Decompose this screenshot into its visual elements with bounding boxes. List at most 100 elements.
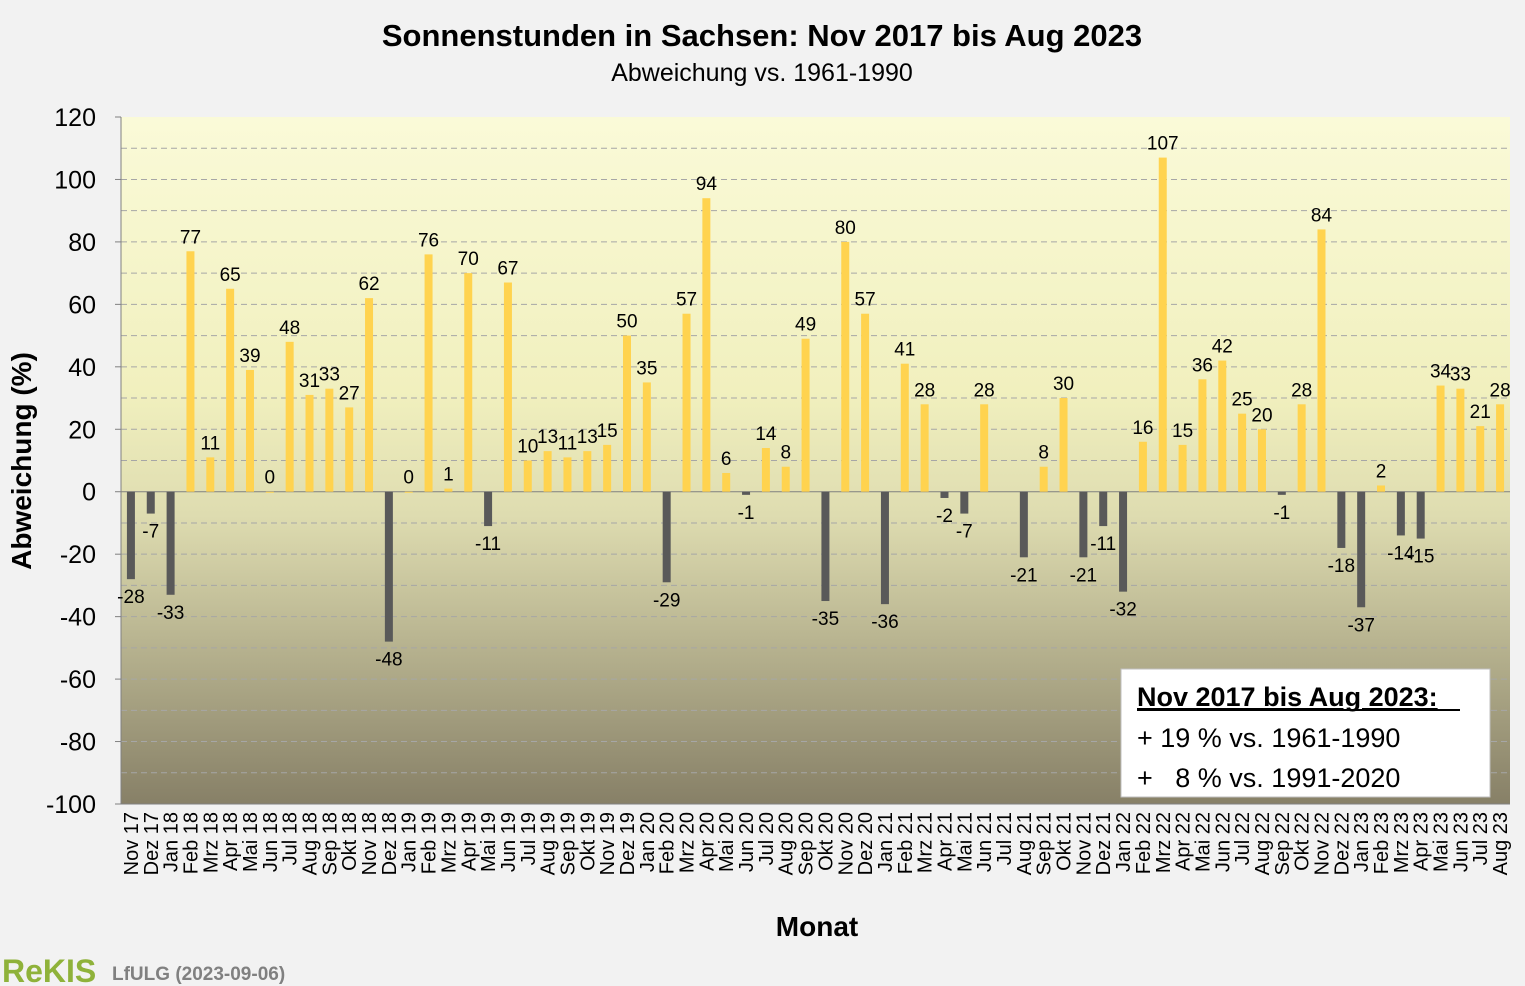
y-tick-label: 20 (68, 416, 96, 444)
data-label: -7 (142, 522, 159, 543)
data-label: 10 (517, 437, 538, 458)
bar (1317, 229, 1326, 492)
bar (265, 491, 274, 493)
data-label: -35 (812, 609, 839, 630)
data-label: 62 (358, 274, 379, 295)
data-label: 107 (1147, 134, 1179, 155)
bar (920, 404, 929, 492)
data-label: 1 (443, 465, 454, 486)
bar (1238, 413, 1247, 492)
x-tick-label: Jun 19 (498, 812, 520, 872)
data-label: 15 (597, 421, 618, 442)
x-tick-label: Jul 22 (1232, 812, 1254, 865)
data-labels: -28-7-337711653904831332762-48076170-116… (117, 134, 1510, 671)
x-tick-label: Nov 18 (359, 812, 381, 875)
x-tick-label: Feb 21 (895, 812, 917, 874)
data-label: 14 (755, 424, 777, 445)
data-label: 36 (1192, 355, 1213, 376)
x-tick-label: Mrz 21 (915, 812, 937, 873)
x-tick-label: Feb 19 (419, 812, 441, 874)
bar (503, 282, 512, 492)
data-label: 28 (1490, 380, 1511, 401)
bar (404, 491, 413, 493)
data-label: 65 (220, 265, 241, 286)
x-tick-label: Apr 19 (458, 812, 480, 871)
bar (722, 472, 731, 492)
bar (702, 198, 711, 492)
x-tick-label: Okt 19 (577, 812, 599, 871)
data-label: 25 (1232, 390, 1253, 411)
chart-subtitle: Abweichung vs. 1961-1990 (611, 59, 913, 87)
data-label: -11 (1090, 534, 1116, 555)
bar (1138, 441, 1147, 492)
bar (1019, 491, 1028, 558)
bar (1119, 491, 1128, 592)
bar (1416, 491, 1425, 539)
bar (126, 491, 135, 580)
bar (424, 254, 433, 492)
x-tick-label: Apr 21 (934, 812, 956, 871)
data-label: 28 (1291, 380, 1312, 401)
data-label: 77 (180, 227, 201, 248)
x-tick-label: Aug 22 (1252, 812, 1274, 875)
x-tick-label: Aug 19 (538, 812, 560, 875)
data-label: 70 (458, 249, 479, 270)
bar (563, 457, 572, 492)
y-tick-label: -20 (60, 541, 96, 569)
data-label: 16 (1132, 418, 1153, 439)
x-axis-title: Monat (776, 911, 858, 942)
x-tick-label: Jul 19 (518, 812, 540, 865)
data-label: 34 (1430, 362, 1452, 383)
bar (345, 407, 354, 492)
y-tick-label: 60 (68, 291, 96, 319)
x-tick-label: Jul 23 (1470, 812, 1492, 865)
bar (781, 466, 790, 492)
data-label: 50 (616, 312, 637, 333)
x-tick-label: Apr 20 (696, 812, 718, 871)
x-tick-label: Okt 20 (815, 812, 837, 871)
data-label: 2 (1376, 461, 1387, 482)
bar (166, 491, 175, 595)
bar (305, 394, 314, 492)
bar (484, 491, 493, 527)
y-tick-label: -60 (60, 666, 96, 694)
x-tick-label: Apr 22 (1173, 812, 1195, 871)
bar (1476, 426, 1485, 492)
gridlines (121, 147, 1510, 774)
data-label: 6 (721, 449, 732, 470)
x-tick-label: Nov 21 (1073, 812, 1095, 875)
bar (1257, 429, 1266, 492)
bar (1297, 404, 1306, 492)
x-tick-label: Jun 21 (974, 812, 996, 872)
x-tick-label: Okt 18 (339, 812, 361, 871)
bar (761, 448, 770, 492)
x-tick-label: Jan 22 (1113, 812, 1135, 872)
data-label: -36 (871, 612, 898, 633)
data-label: -1 (738, 503, 755, 524)
y-tick-label: -100 (46, 791, 96, 819)
bar (583, 451, 592, 492)
data-label: -37 (1347, 615, 1374, 636)
x-tick-label: Apr 18 (220, 812, 242, 871)
data-label: -11 (475, 534, 501, 555)
x-tick-label: Mrz 18 (200, 812, 222, 873)
x-tick-label: Jun 18 (260, 812, 282, 872)
x-tick-label: Nov 22 (1311, 812, 1333, 875)
data-label: 49 (795, 315, 816, 336)
data-label: -7 (956, 522, 973, 543)
data-label: -28 (117, 587, 144, 608)
summary-box: Nov 2017 bis Aug 2023: + 19 % vs. 1961-1… (1120, 668, 1491, 798)
x-tick-label: Jul 18 (280, 812, 302, 865)
x-tick-label: Mrz 20 (677, 812, 699, 873)
bar (742, 491, 751, 495)
bar (523, 460, 532, 492)
bar (1357, 491, 1366, 608)
x-tick-label: Mrz 19 (438, 812, 460, 873)
x-tick-label: Sep 18 (319, 812, 341, 875)
x-tick-label: Dez 20 (855, 812, 877, 875)
data-label: 21 (1470, 402, 1491, 423)
bar (1099, 491, 1108, 527)
x-tick-label: Sep 21 (1034, 812, 1056, 875)
data-label: -15 (1407, 547, 1434, 568)
bar (1158, 157, 1167, 492)
